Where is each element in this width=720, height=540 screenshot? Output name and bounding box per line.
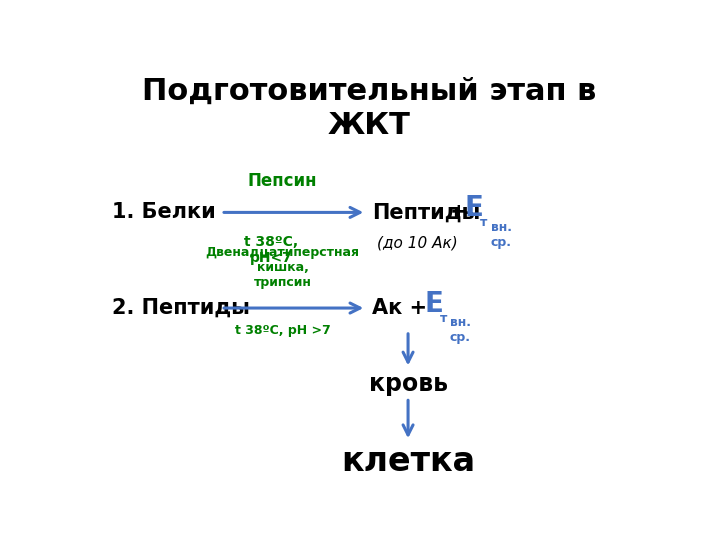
Text: Ак +: Ак + xyxy=(372,298,427,318)
Text: t 38ºC, pH >7: t 38ºC, pH >7 xyxy=(235,324,330,337)
Text: клетка: клетка xyxy=(341,446,475,478)
Text: 2. Пептиды: 2. Пептиды xyxy=(112,298,251,318)
Text: вн.
ср.: вн. ср. xyxy=(450,316,471,345)
Text: вн.
ср.: вн. ср. xyxy=(490,221,512,249)
Text: t 38ºC,
pH<7: t 38ºC, pH<7 xyxy=(244,235,298,266)
Text: т: т xyxy=(440,312,447,325)
Text: Пептиды: Пептиды xyxy=(372,202,480,222)
Text: Подготовительный этап в
ЖКТ: Подготовительный этап в ЖКТ xyxy=(142,77,596,140)
Text: Пепсин: Пепсин xyxy=(248,172,318,190)
Text: кровь: кровь xyxy=(369,373,448,396)
Text: Е: Е xyxy=(465,194,484,222)
Text: (до 10 Ак): (до 10 Ак) xyxy=(377,235,458,250)
Text: +: + xyxy=(450,202,467,222)
Text: 1. Белки: 1. Белки xyxy=(112,202,216,222)
Text: Е: Е xyxy=(425,290,444,318)
Text: т: т xyxy=(480,217,487,230)
Text: Двенадцатиперстная
кишка,
трипсин: Двенадцатиперстная кишка, трипсин xyxy=(205,246,359,289)
